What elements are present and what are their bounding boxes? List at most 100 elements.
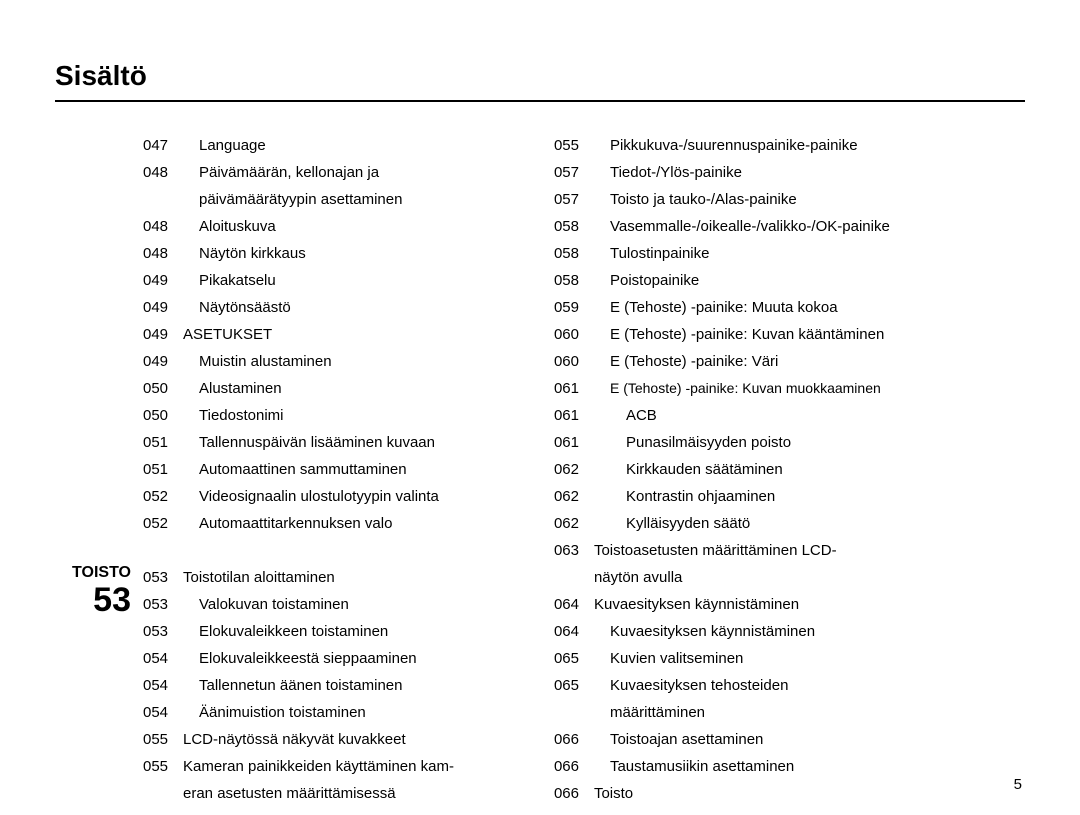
toc-entry: 049Muistin alustaminen (143, 348, 454, 375)
toc-text: Äänimuistion toistaminen (183, 699, 454, 726)
toc-page: 053 (143, 564, 183, 591)
toc-page: 062 (554, 483, 594, 510)
left-column: 047Language048Päivämäärän, kellonajan ja… (55, 132, 454, 807)
toc-entry: 000määrittäminen (554, 699, 890, 726)
toc-entry: 049ASETUKSET (143, 321, 454, 348)
toc-text: Videosignaalin ulostulotyypin valinta (183, 483, 454, 510)
right-column: 055Pikkukuva-/suurennuspainike-painike05… (554, 132, 890, 807)
toc-text: päivämäärätyypin asettaminen (183, 186, 454, 213)
toc-entry: 049Näytönsäästö (143, 294, 454, 321)
toc-entry: 065Kuvien valitseminen (554, 645, 890, 672)
page-number: 5 (1014, 776, 1022, 793)
toc-entry: 052Automaattitarkennuksen valo (143, 510, 454, 537)
toc-text: Tiedot-/Ylös-painike (594, 159, 890, 186)
section-name: TOISTO (55, 564, 131, 582)
toc-text: Language (183, 132, 454, 159)
toc-entry: 054Tallennetun äänen toistaminen (143, 672, 454, 699)
toc-entry: 048Päivämäärän, kellonajan ja (143, 159, 454, 186)
toc-page: 065 (554, 645, 594, 672)
toc-entry: 062Kontrastin ohjaaminen (554, 483, 890, 510)
toc-page: 052 (143, 483, 183, 510)
toc-page: 053 (143, 618, 183, 645)
toc-text: määrittäminen (594, 699, 890, 726)
toc-entry: 054Elokuvaleikkeestä sieppaaminen (143, 645, 454, 672)
toc-text: E (Tehoste) -painike: Kuvan kääntäminen (594, 321, 890, 348)
toc-page: 061 (554, 402, 594, 429)
toc-page: 049 (143, 294, 183, 321)
toc-entry: 048Näytön kirkkaus (143, 240, 454, 267)
toc-entry: 048Aloituskuva (143, 213, 454, 240)
toc-page: 064 (554, 591, 594, 618)
toc-text: E (Tehoste) -painike: Kuvan muokkaaminen (594, 375, 890, 402)
toc-page: 055 (143, 726, 183, 753)
toc-text: Kuvaesityksen tehosteiden (594, 672, 890, 699)
toc-page: 057 (554, 159, 594, 186)
toc-text: Taustamusiikin asettaminen (594, 753, 890, 780)
toc-page: 066 (554, 726, 594, 753)
section-number: 53 (55, 582, 131, 619)
toc-entry: 050Alustaminen (143, 375, 454, 402)
toc-page: 051 (143, 429, 183, 456)
toc-text: E (Tehoste) -painike: Muuta kokoa (594, 294, 890, 321)
toc-text: Valokuvan toistaminen (183, 591, 454, 618)
toc-text: Automaattitarkennuksen valo (183, 510, 454, 537)
toc-entry: 053Toistotilan aloittaminen (143, 564, 454, 591)
toc-entry: 052Videosignaalin ulostulotyypin valinta (143, 483, 454, 510)
toc-entry: 066Taustamusiikin asettaminen (554, 753, 890, 780)
toc-text: Kameran painikkeiden käyttäminen kam- (183, 753, 454, 780)
toc-text: Kuvaesityksen käynnistäminen (594, 618, 890, 645)
toc-text: Automaattinen sammuttaminen (183, 456, 454, 483)
toc-page: 054 (143, 645, 183, 672)
toc-text: Kontrastin ohjaaminen (594, 483, 890, 510)
toc-text: Tiedostonimi (183, 402, 454, 429)
toc-text: Toisto (594, 780, 890, 807)
toc-text: Toistoasetusten määrittäminen LCD- (594, 537, 890, 564)
toc-entry: 065Kuvaesityksen tehosteiden (554, 672, 890, 699)
toc-text: ASETUKSET (183, 321, 454, 348)
section-label-empty (55, 132, 143, 537)
toc-entry: 049Pikakatselu (143, 267, 454, 294)
toc-entry: 000näytön avulla (554, 564, 890, 591)
toc-entry: 051Automaattinen sammuttaminen (143, 456, 454, 483)
toc-text: Näytön kirkkaus (183, 240, 454, 267)
toc-entry: 055Pikkukuva-/suurennuspainike-painike (554, 132, 890, 159)
toc-page: 055 (554, 132, 594, 159)
toc-page: 058 (554, 240, 594, 267)
toc-entry: 062Kirkkauden säätäminen (554, 456, 890, 483)
toc-page: 061 (554, 429, 594, 456)
toc-text: Tallennetun äänen toistaminen (183, 672, 454, 699)
toc-page: 050 (143, 402, 183, 429)
toc-page: 066 (554, 753, 594, 780)
toc-text: eran asetusten määrittämisessä (183, 780, 454, 807)
toc-page: 063 (554, 537, 594, 564)
toc-entry: 059E (Tehoste) -painike: Muuta kokoa (554, 294, 890, 321)
toc-entry: 058Poistopainike (554, 267, 890, 294)
toc-text: Elokuvaleikkeen toistaminen (183, 618, 454, 645)
toc-entry: 061E (Tehoste) -painike: Kuvan muokkaami… (554, 375, 890, 402)
toc-entry: 057Toisto ja tauko-/Alas-painike (554, 186, 890, 213)
toc-page: 048 (143, 240, 183, 267)
toc-text: Vasemmalle-/oikealle-/valikko-/OK-painik… (594, 213, 890, 240)
toc-text: LCD-näytössä näkyvät kuvakkeet (183, 726, 454, 753)
section-label: TOISTO 53 (55, 564, 143, 807)
toc-text: Pikakatselu (183, 267, 454, 294)
toc-page: 061 (554, 375, 594, 402)
toc-entry: 062Kylläisyyden säätö (554, 510, 890, 537)
entries-block-2: 053Toistotilan aloittaminen053Valokuvan … (143, 564, 454, 807)
toc-text: Kuvien valitseminen (594, 645, 890, 672)
toc-entry: 064Kuvaesityksen käynnistäminen (554, 618, 890, 645)
toc-page: 057 (554, 186, 594, 213)
toc-page: 049 (143, 321, 183, 348)
toc-text: Päivämäärän, kellonajan ja (183, 159, 454, 186)
toc-text: Kylläisyyden säätö (594, 510, 890, 537)
entries-block-3: 055Pikkukuva-/suurennuspainike-painike05… (554, 132, 890, 807)
toc-page: 050 (143, 375, 183, 402)
toc-entry: 058Tulostinpainike (554, 240, 890, 267)
toc-entry: 000eran asetusten määrittämisessä (143, 780, 454, 807)
toc-page: 052 (143, 510, 183, 537)
page-title: Sisältö (55, 60, 1025, 102)
toc-text: Aloituskuva (183, 213, 454, 240)
toc-text: Poistopainike (594, 267, 890, 294)
toc-page: 060 (554, 321, 594, 348)
toc-entry: 055Kameran painikkeiden käyttäminen kam- (143, 753, 454, 780)
